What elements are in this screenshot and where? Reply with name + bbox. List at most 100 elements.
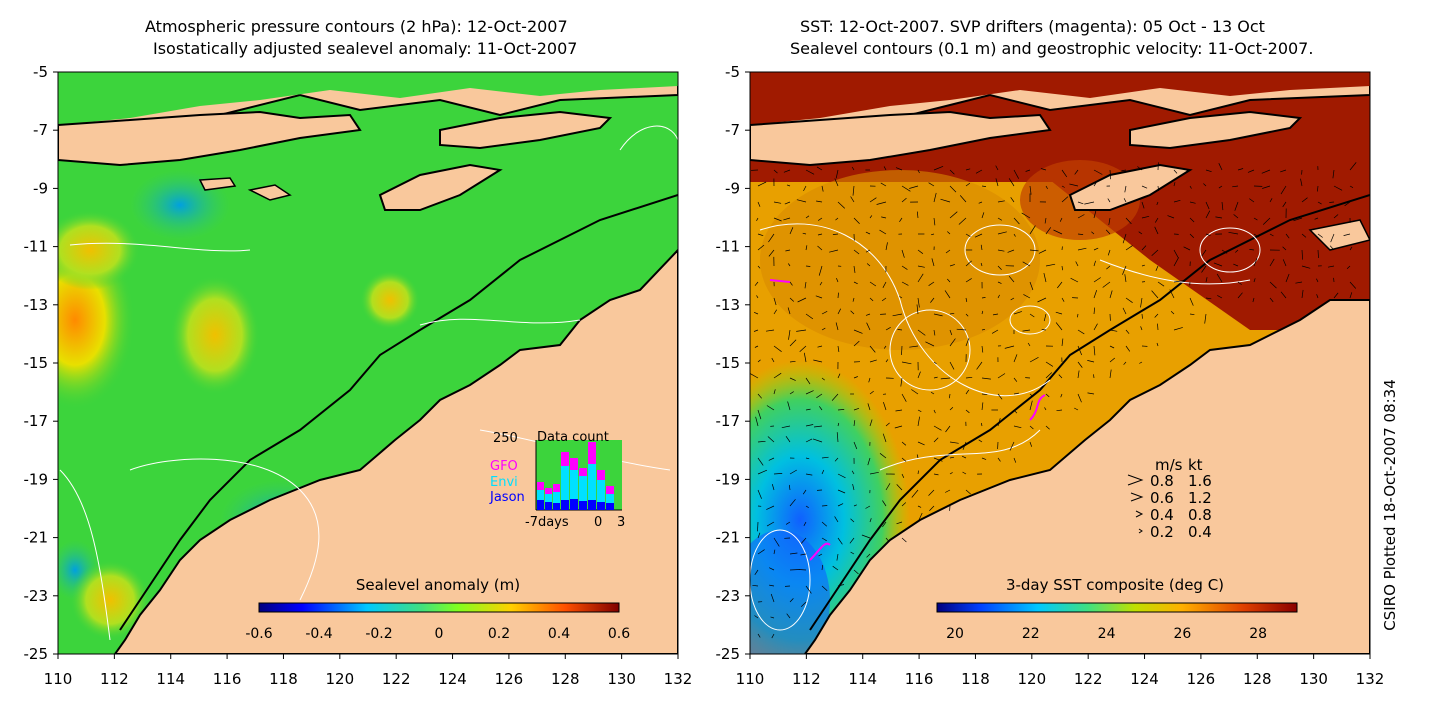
velocity-arrow <box>940 377 951 380</box>
velocity-arrow <box>1232 185 1239 188</box>
velocity-arrow <box>1125 245 1133 251</box>
velocity-arrow <box>866 263 871 267</box>
velocity-arrow <box>757 440 766 443</box>
velocity-arrow <box>832 233 839 235</box>
velocity-arrow <box>1093 374 1095 379</box>
velocity-arrow <box>789 339 797 347</box>
velocity-arrow <box>1157 323 1159 331</box>
velocity-arrow <box>805 390 814 395</box>
y-tick-label: -19 <box>24 470 49 488</box>
velocity-arrow <box>917 329 926 336</box>
velocity-arrow <box>773 537 780 547</box>
velocity-arrow <box>1173 249 1179 258</box>
velocity-arrow <box>1317 185 1319 192</box>
velocity-arrow <box>817 345 823 348</box>
velocity-arrow <box>1280 185 1287 195</box>
velocity-arrow <box>1008 178 1015 187</box>
velocity-arrow <box>869 518 872 523</box>
velocity-arrow <box>817 233 823 236</box>
right-colorbar-tick-label: 28 <box>1249 626 1267 642</box>
velocity-arrow <box>1123 361 1127 365</box>
velocity-arrow <box>1205 277 1208 283</box>
velocity-arrow <box>805 424 814 427</box>
velocity-arrow <box>949 185 957 193</box>
velocity-arrow <box>917 371 921 379</box>
velocity-arrow <box>757 457 764 466</box>
velocity-arrow <box>1203 183 1207 187</box>
velocity-row-3-kt: 0.8 <box>1188 506 1212 524</box>
velocity-arrow <box>753 311 759 315</box>
velocity-arrow <box>1010 197 1015 203</box>
velocity-arrow <box>965 278 972 283</box>
velocity-arrow <box>813 425 823 428</box>
velocity-arrow <box>965 338 970 347</box>
velocity-arrow <box>1156 342 1159 347</box>
velocity-arrow <box>1205 233 1211 237</box>
velocity-arrow <box>805 169 815 175</box>
data-count-inset: Data count 250 GFO Envi Jason -7days 0 3 <box>489 430 625 530</box>
velocity-arrow <box>933 409 936 414</box>
x-tick-label: 110 <box>44 670 73 688</box>
velocity-arrow <box>837 308 842 315</box>
velocity-arrow <box>965 182 971 187</box>
velocity-arrow <box>1141 201 1145 209</box>
velocity-row-1-ms: 0.8 <box>1150 472 1174 490</box>
velocity-arrow <box>771 357 775 363</box>
velocity-arrow <box>1218 163 1223 171</box>
velocity-arrow <box>981 310 984 315</box>
velocity-arrow <box>757 244 765 251</box>
velocity-arrow <box>757 409 762 420</box>
velocity-arrow <box>917 470 919 475</box>
velocity-arrow <box>1218 185 1223 189</box>
velocity-arrow <box>1349 246 1353 251</box>
velocity-arrow <box>997 373 1006 379</box>
velocity-arrow <box>817 245 823 251</box>
y-tick-label: -9 <box>33 179 48 197</box>
velocity-arrow <box>965 260 972 267</box>
velocity-legend: m/s kt 0.8 1.6 0.6 1.2 0.4 0.8 0.2 0.4 <box>1127 456 1212 541</box>
velocity-arrow <box>789 391 794 395</box>
velocity-arrow <box>940 198 951 203</box>
velocity-arrow <box>1093 345 1096 356</box>
right-colorbar-ticks: 20 22 24 26 28 <box>946 626 1267 642</box>
velocity-arrow <box>786 613 791 619</box>
velocity-arrow <box>1109 357 1116 363</box>
velocity-arrow <box>1091 231 1095 235</box>
velocity-arrow <box>1301 265 1311 269</box>
velocity-arrow <box>892 313 903 317</box>
velocity-arrow <box>1070 277 1079 283</box>
velocity-arrow <box>754 569 759 575</box>
velocity-arrow <box>785 249 791 252</box>
x-tick-label: 110 <box>736 670 765 688</box>
velocity-arrow <box>883 166 887 171</box>
velocity-arrow <box>816 166 823 171</box>
velocity-arrow <box>933 361 937 365</box>
velocity-arrow <box>869 359 877 363</box>
velocity-arrow <box>1077 361 1083 368</box>
velocity-arrow <box>1084 201 1095 205</box>
velocity-arrow <box>821 505 828 507</box>
velocity-arrow <box>800 553 807 556</box>
velocity-arrow <box>821 185 824 192</box>
velocity-arrow <box>865 249 871 253</box>
velocity-arrow <box>901 473 905 478</box>
velocity-arrow <box>853 249 860 255</box>
velocity-arrow <box>1057 281 1063 289</box>
velocity-arrow <box>837 503 844 507</box>
velocity-arrow <box>1269 233 1274 237</box>
x-tick-label: 132 <box>1356 670 1385 688</box>
y-tick-label: -25 <box>24 645 49 663</box>
velocity-arrow <box>1167 215 1175 219</box>
velocity-arrow <box>773 309 777 315</box>
velocity-arrow <box>1105 229 1111 235</box>
right-colorbar <box>936 602 1298 613</box>
x-tick-label: 128 <box>1243 670 1272 688</box>
velocity-arrow <box>1077 393 1082 403</box>
velocity-arrow <box>1173 169 1178 174</box>
velocity-arrow <box>1109 369 1112 379</box>
left-colorbar-ticks: -0.6 -0.4 -0.2 0 0.2 0.4 0.6 <box>245 626 630 642</box>
x-tick-label: 118 <box>269 670 298 688</box>
velocity-arrow <box>899 296 903 299</box>
x-tick-label: 124 <box>1130 670 1159 688</box>
velocity-arrow <box>756 217 759 221</box>
